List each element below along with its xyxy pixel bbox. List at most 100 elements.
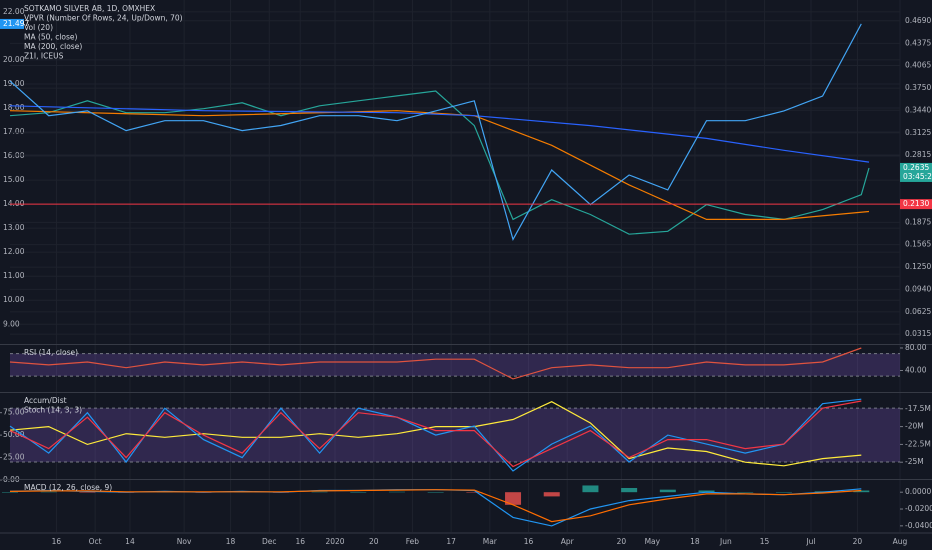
x-tick-label: 20 <box>853 537 863 546</box>
y-tick-label: 0.1250 <box>905 262 931 271</box>
legend-entry: RSI (14, close) <box>24 348 78 357</box>
price-label-box <box>900 199 932 210</box>
series-line <box>9 105 870 163</box>
y-tick-label: 0.3440 <box>905 105 931 114</box>
y-tick-label: 0.0000 <box>905 487 931 496</box>
y-tick-label: 0.3750 <box>905 83 931 92</box>
x-tick-label: Aug <box>893 537 908 546</box>
y-tick-label: -17.5M <box>905 404 931 413</box>
y-tick-label: 0.1565 <box>905 240 931 249</box>
histogram-bar <box>40 491 57 493</box>
indicator-legend: Vol (20) <box>24 23 53 32</box>
histogram-bar <box>659 489 676 493</box>
price-label-box <box>900 162 932 182</box>
legend-entry: Stoch (14, 3, 3) <box>24 406 82 415</box>
y-tick-label: 11.00 <box>3 271 25 280</box>
y-tick-label: -0.0400 <box>905 521 932 530</box>
series-line <box>9 110 870 220</box>
series-line <box>9 23 862 241</box>
y-tick-label: -25M <box>905 457 924 466</box>
x-tick-label: 18 <box>690 537 700 546</box>
series-line <box>9 489 862 523</box>
y-tick-label: 0.4375 <box>905 38 931 47</box>
legend-entry: Z1I, ICEUS <box>24 52 64 61</box>
x-tick-label: 16 <box>52 537 62 546</box>
y-tick-label: 0.1875 <box>905 217 931 226</box>
indicator-legend: VPVR (Number Of Rows, 24, Up/Down, 70) <box>24 14 183 23</box>
y-tick-label: 18.00 <box>3 103 25 112</box>
x-tick-label: Apr <box>561 537 575 546</box>
histogram-bar <box>582 485 599 493</box>
y-tick-label: 13.00 <box>3 223 25 232</box>
histogram-bar <box>505 492 522 505</box>
series-line <box>9 347 862 380</box>
price-label: 0.2130 <box>903 199 929 208</box>
x-tick-label: Nov <box>177 537 192 546</box>
x-tick-label: 2020 <box>325 537 344 546</box>
x-tick-label: 20 <box>369 537 379 546</box>
histogram-bar <box>698 490 715 493</box>
y-tick-label: 40.00 <box>905 365 927 374</box>
series-line <box>9 398 862 472</box>
y-tick-label: 80.00 <box>905 343 927 352</box>
y-tick-label: 25.00 <box>3 453 25 462</box>
x-tick-label: 20 <box>617 537 627 546</box>
y-tick-label: 0.3125 <box>905 128 931 137</box>
histogram-bar <box>79 492 96 493</box>
x-tick-label: 15 <box>760 537 770 546</box>
x-tick-label: 18 <box>226 537 236 546</box>
y-tick-label: 0.2815 <box>905 150 931 159</box>
legend-entry: MACD (12, 26, close, 9) <box>24 483 112 492</box>
y-tick-label: -22.5M <box>905 439 931 448</box>
y-tick-label: 0.4690 <box>905 16 931 25</box>
price-label: 21.497 <box>3 19 29 28</box>
series-line <box>9 401 862 467</box>
histogram-bar <box>466 492 483 493</box>
countdown: 03:45:24 <box>903 172 932 181</box>
x-tick-label: Feb <box>406 537 420 546</box>
y-tick-label: 20.00 <box>3 55 25 64</box>
price-label: 0.2635 <box>903 163 929 172</box>
y-tick-label: -20M <box>905 422 924 431</box>
y-tick-label: -0.0200 <box>905 504 932 513</box>
legend-entry: Accum/Dist <box>24 396 67 405</box>
series-line <box>9 90 870 235</box>
histogram-bar <box>311 491 328 493</box>
price-label-box <box>0 18 24 29</box>
histogram-bar <box>853 490 870 493</box>
y-tick-label: 19.00 <box>3 79 25 88</box>
y-tick-label: 12.00 <box>3 247 25 256</box>
legend-entry: MA (200, close) <box>24 42 82 51</box>
histogram-bar <box>427 492 444 493</box>
x-tick-label: Mar <box>483 537 498 546</box>
histogram-bar <box>621 487 638 493</box>
right-axis <box>900 0 932 550</box>
y-tick-label: 15.00 <box>3 175 25 184</box>
x-tick-label: Oct <box>89 537 102 546</box>
y-tick-label: 17.00 <box>3 127 25 136</box>
histogram-bar <box>543 492 560 497</box>
series-line <box>9 400 862 468</box>
band-fill <box>10 353 900 377</box>
x-tick-label: Jun <box>719 537 732 546</box>
legend-entry: MA (50, close) <box>24 33 78 42</box>
y-tick-label: 0.0940 <box>905 284 931 293</box>
y-tick-label: 9.00 <box>3 319 20 328</box>
x-tick-label: 16 <box>295 537 305 546</box>
histogram-bar <box>775 492 792 493</box>
histogram-bar <box>737 492 754 493</box>
y-tick-label: 14.00 <box>3 199 25 208</box>
y-tick-label: 0.0625 <box>905 307 931 316</box>
x-tick-label: 17 <box>446 537 456 546</box>
x-tick-label: Jul <box>805 537 815 546</box>
y-tick-label: 0.0315 <box>905 329 931 338</box>
histogram-bar <box>388 491 405 493</box>
y-tick-label: 10.00 <box>3 295 25 304</box>
x-tick-label: Dec <box>262 537 277 546</box>
x-tick-label: 14 <box>125 537 135 546</box>
chart-title: SOTKAMO SILVER AB, 1D, OMXHEX <box>24 4 155 13</box>
y-tick-label: 22.00 <box>3 7 25 16</box>
histogram-bar <box>2 492 18 493</box>
